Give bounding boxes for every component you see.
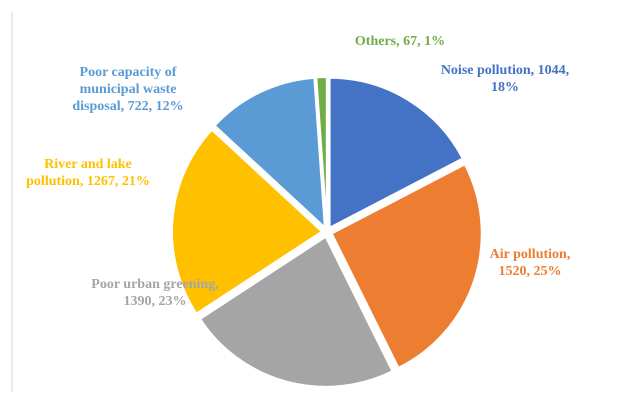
slice-label: Air pollution, 1520, 25%: [489, 247, 571, 279]
slice-label: Poor urban greening, 1390, 23%: [91, 277, 219, 309]
slice-label: River and lake pollution, 1267, 21%: [26, 157, 150, 189]
slice-label: Poor capacity of municipal waste disposa…: [72, 65, 184, 114]
pie-slice: [213, 76, 327, 230]
pie-slice: [330, 163, 483, 370]
pie-slice: [198, 235, 394, 388]
slice-label: Noise pollution, 1044, 18%: [440, 63, 570, 95]
slice-label: Others, 67, 1%: [354, 34, 446, 49]
pie-slice: [171, 128, 324, 316]
pie-slice: [328, 76, 465, 230]
pie-slice: [315, 76, 328, 228]
